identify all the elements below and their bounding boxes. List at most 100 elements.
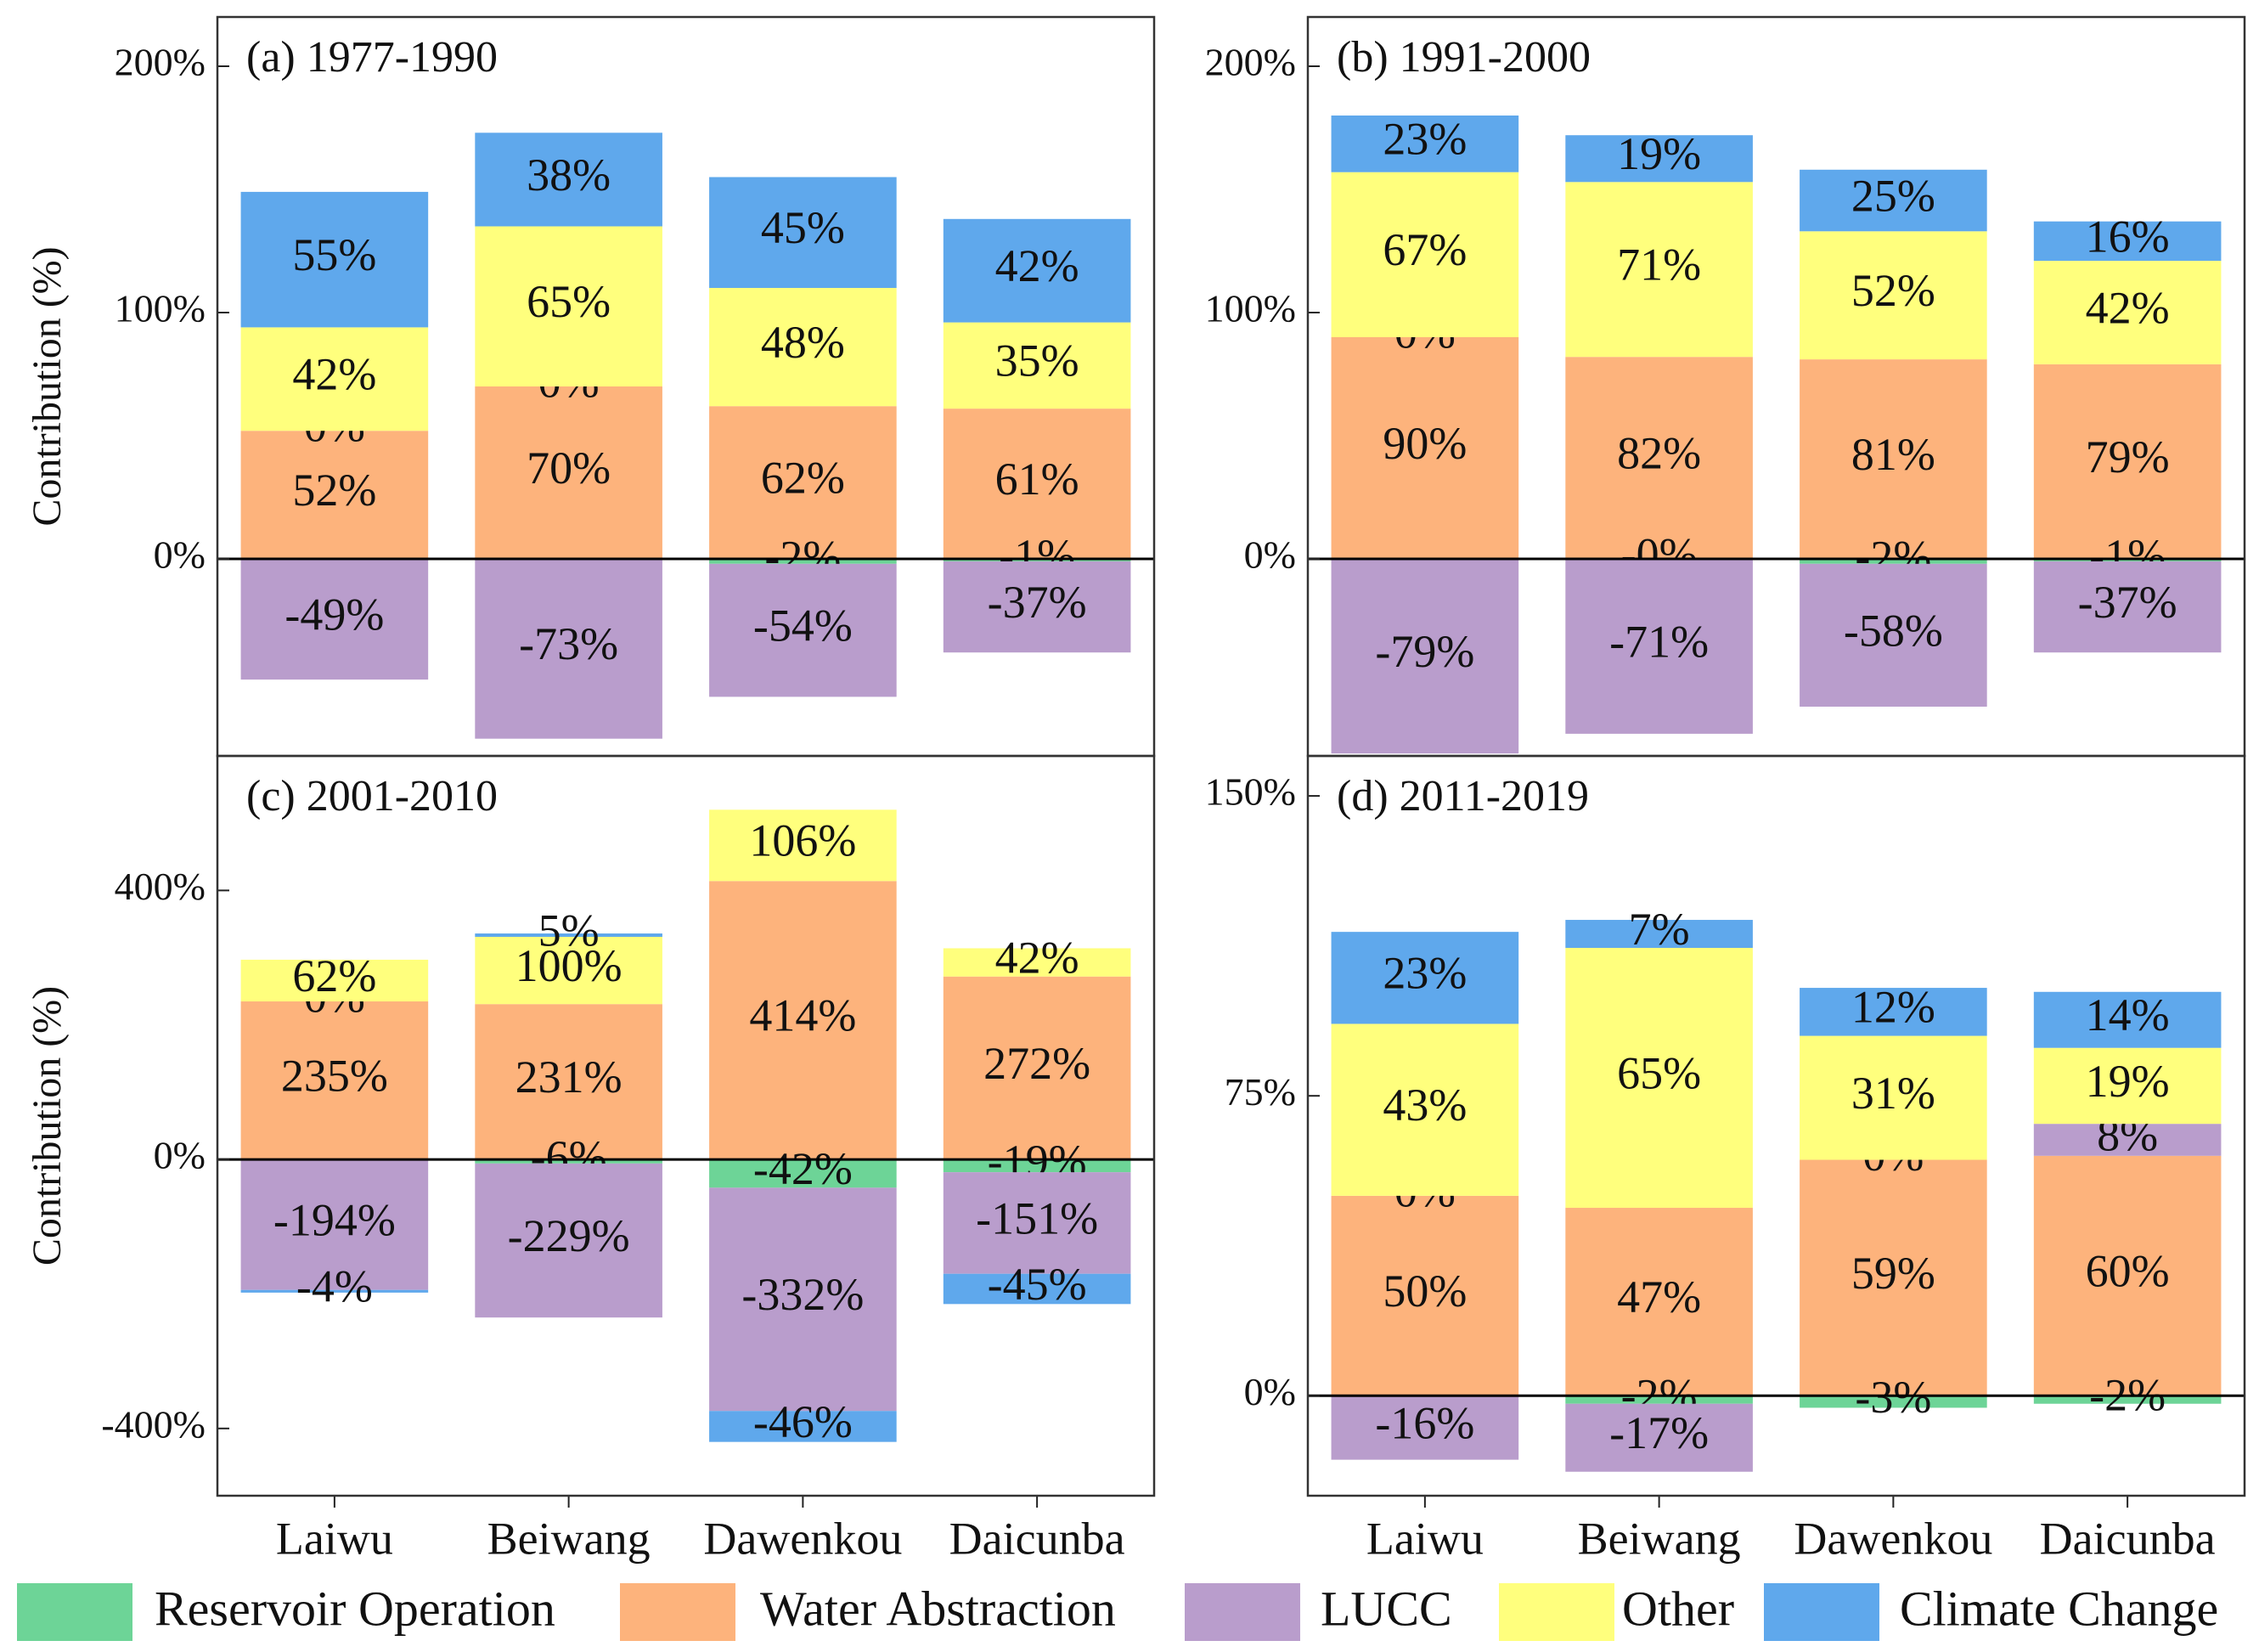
x-tick-label: Beiwang (487, 1513, 651, 1564)
data-label: 7% (1629, 904, 1690, 955)
legend-label: Reservoir Operation (155, 1581, 555, 1636)
bar-segment (943, 409, 1131, 559)
panel-frame (216, 754, 1156, 1497)
legend-label: LUCC (1321, 1581, 1452, 1636)
data-label: 231% (515, 1052, 622, 1102)
data-label: 106% (749, 815, 856, 866)
bar-segment (1331, 559, 1519, 754)
data-label: 19% (2086, 1056, 2170, 1107)
y-tick-label: 0% (154, 533, 206, 577)
bar-segment (709, 288, 897, 407)
y-tick-label: 100% (115, 287, 206, 330)
data-label: 47% (1617, 1271, 1701, 1322)
bar-segment (475, 936, 662, 1005)
panel: 52%0%-49%42%55%70%0%-73%65%38%62%-2%-54%… (25, 15, 1156, 758)
y-tick-label: 75% (1225, 1070, 1296, 1114)
bar-segment (943, 1159, 1131, 1173)
data-label: 23% (1383, 948, 1467, 999)
x-tick-label: Laiwu (276, 1513, 393, 1564)
data-label: 38% (527, 149, 611, 200)
data-label: 65% (527, 276, 611, 327)
x-tick-label: Laiwu (1366, 1513, 1484, 1564)
bar-segment (2033, 1395, 2222, 1404)
data-label: -45% (988, 1259, 1087, 1310)
data-label: 67% (1383, 224, 1467, 275)
panel-title: (d) 2011-2019 (1337, 772, 1589, 820)
data-label: 60% (2086, 1245, 2170, 1296)
panel: 90%0%-79%67%23%82%-0%-71%71%19%81%-2%-58… (1205, 15, 2246, 758)
data-label: 12% (1851, 982, 1935, 1033)
legend-label: Climate Change (1900, 1581, 2218, 1636)
x-tick-label: Daicunba (949, 1513, 1125, 1564)
bar-segment (1565, 357, 1753, 559)
panel: 235%0%-194%62%-4%Laiwu231%-6%-229%100%5%… (25, 754, 1156, 1564)
bar-segment (1331, 1195, 1519, 1396)
bar-segment (709, 563, 897, 697)
y-tick-label: 150% (1205, 770, 1296, 814)
data-label: 19% (1617, 128, 1701, 179)
bar-segment (475, 1004, 662, 1160)
bar-segment (1331, 1395, 1519, 1460)
bar-segment (709, 1187, 897, 1412)
data-label: 59% (1851, 1248, 1935, 1299)
y-axis-title: Contribution (%) (25, 246, 70, 526)
bar-segment (1800, 1159, 1987, 1396)
data-label: 79% (2086, 431, 2170, 482)
bar-segment (1565, 1208, 1753, 1396)
bar-segment (1331, 337, 1519, 559)
legend-swatch (1764, 1583, 1879, 1641)
data-label: 43% (1383, 1080, 1467, 1130)
data-label: 16% (2086, 211, 2170, 262)
bar-segment (1331, 1023, 1519, 1196)
bar-segment (943, 561, 1131, 653)
bar-segment (943, 1172, 1131, 1274)
bar-segment (2033, 1047, 2222, 1125)
y-axis-title: Contribution (%) (25, 986, 70, 1266)
data-label: -71% (1609, 616, 1709, 667)
bar-segment (709, 559, 897, 564)
bar-segment (1800, 359, 1987, 559)
legend-swatch (17, 1583, 132, 1641)
data-label: -58% (1844, 605, 1943, 656)
data-label: -332% (741, 1269, 864, 1320)
bar-segment (709, 1411, 897, 1442)
data-label: 62% (292, 950, 376, 1001)
bar-segment (475, 933, 662, 937)
bar-segment (2033, 561, 2222, 653)
bar-segment (2033, 1155, 2222, 1396)
bar-segment (475, 1163, 662, 1318)
bar-segment (1331, 172, 1519, 337)
bar-segment (709, 881, 897, 1160)
data-label: 42% (292, 349, 376, 400)
data-label: 82% (1617, 427, 1701, 478)
bar-segment (240, 559, 429, 680)
data-label: 14% (2086, 990, 2170, 1040)
panel-title: (a) 1977-1990 (246, 33, 498, 82)
data-label: -54% (753, 600, 853, 651)
bar-segment (2033, 1124, 2222, 1156)
bar-segment (240, 431, 429, 559)
data-label: -46% (753, 1396, 853, 1447)
data-label: 25% (1851, 170, 1935, 221)
data-label: -37% (988, 577, 1087, 628)
data-label: 55% (292, 229, 376, 280)
y-tick-label: 0% (1244, 533, 1296, 577)
data-label: 62% (761, 452, 845, 503)
bar-segment (709, 406, 897, 559)
data-label: 42% (995, 240, 1079, 291)
y-tick-label: 200% (1205, 41, 1296, 84)
data-label: -37% (2078, 577, 2177, 628)
legend-swatch (1185, 1583, 1300, 1641)
data-label: -49% (284, 589, 384, 640)
legend-label: Water Abstraction (760, 1581, 1116, 1636)
panel-frame (1306, 754, 2246, 1497)
bar-segment (1565, 947, 1753, 1209)
y-tick-label: 100% (1205, 287, 1296, 330)
data-label: 61% (995, 454, 1079, 505)
data-label: 42% (995, 932, 1079, 983)
panel-title: (b) 1991-2000 (1337, 33, 1591, 82)
data-label: 70% (527, 443, 611, 493)
data-label: 81% (1851, 429, 1935, 480)
y-tick-label: -400% (101, 1402, 206, 1446)
data-label: 42% (2086, 282, 2170, 333)
